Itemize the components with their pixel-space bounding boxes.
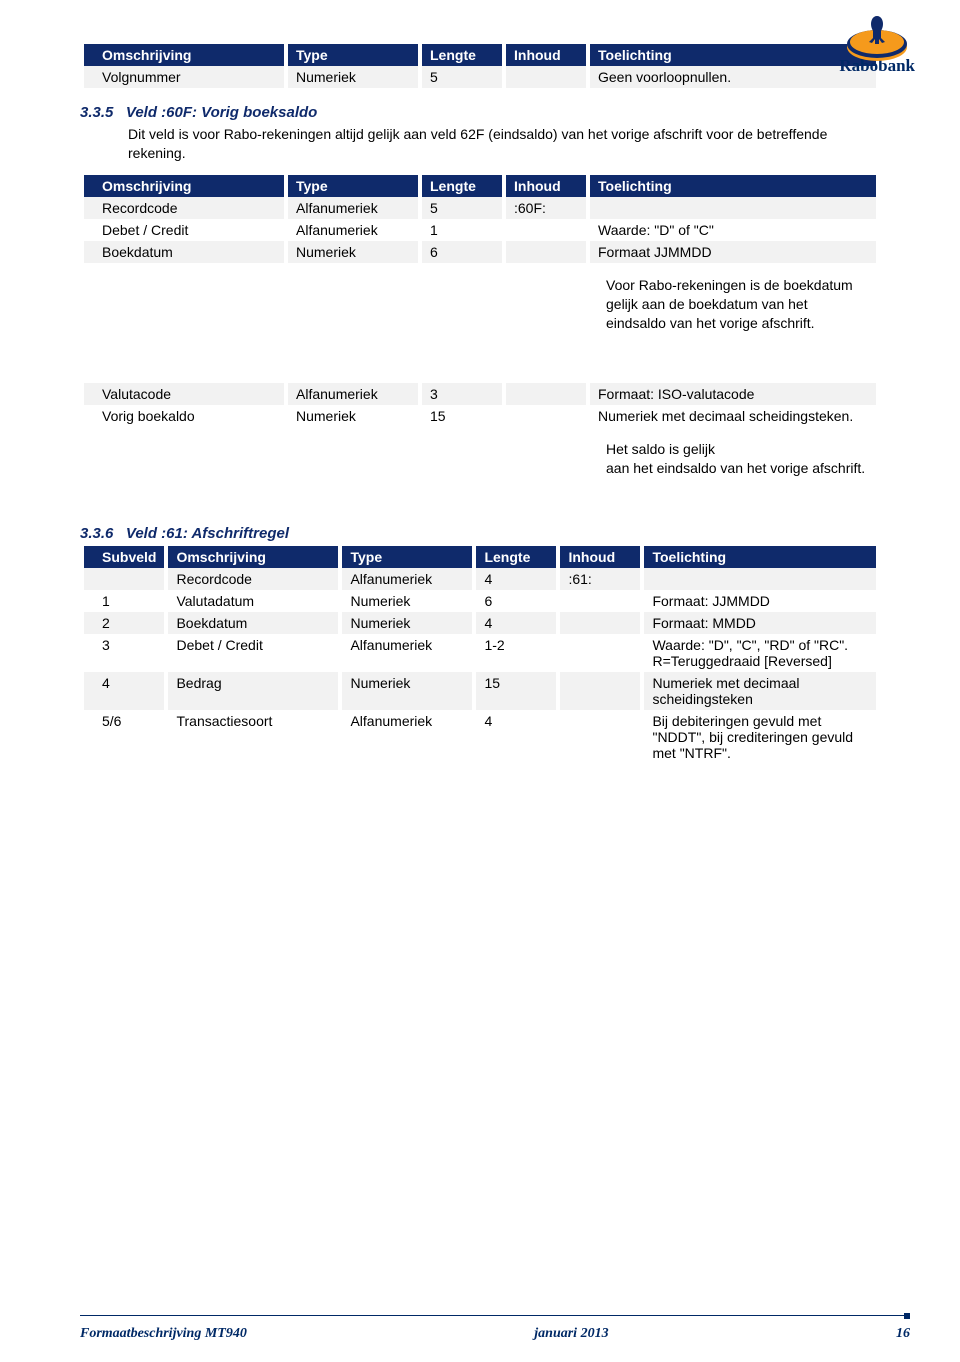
table-note-row: Voor Rabo-rekeningen is de boekdatum gel… bbox=[84, 263, 876, 364]
table-prev-volgnummer: Omschrijving Type Lengte Inhoud Toelicht… bbox=[80, 44, 880, 88]
table-row: Recordcode Alfanumeriek 5 :60F: bbox=[84, 197, 876, 219]
table-row: 5/6 Transactiesoort Alfanumeriek 4 Bij d… bbox=[84, 710, 876, 764]
table-row: Valutacode Alfanumeriek 3 Formaat: ISO-v… bbox=[84, 383, 876, 405]
table-row: 1 Valutadatum Numeriek 6 Formaat: JJMMDD bbox=[84, 590, 876, 612]
table-61: Subveld Omschrijving Type Lengte Inhoud … bbox=[80, 546, 880, 764]
table-row: Boekdatum Numeriek 6 Formaat JJMMDD bbox=[84, 241, 876, 263]
table-row: Debet / Credit Alfanumeriek 1 Waarde: "D… bbox=[84, 219, 876, 241]
note-60f-saldo: Het saldo is gelijk aan het eindsaldo va… bbox=[598, 440, 870, 478]
footer-page-number: 16 bbox=[896, 1326, 910, 1342]
table-note-row: Het saldo is gelijk aan het eindsaldo va… bbox=[84, 427, 876, 509]
section-335-heading: 3.3.5 Veld :60F: Vorig boeksaldo bbox=[80, 104, 880, 121]
th-omschrijving: Omschrijving bbox=[84, 44, 284, 66]
table-60f: Omschrijving Type Lengte Inhoud Toelicht… bbox=[80, 175, 880, 364]
footer-rule bbox=[80, 1315, 910, 1316]
table-row: 2 Boekdatum Numeriek 4 Formaat: MMDD bbox=[84, 612, 876, 634]
page-footer: Formaatbeschrijving MT940 januari 2013 1… bbox=[80, 1326, 910, 1342]
table-header-row: Omschrijving Type Lengte Inhoud Toelicht… bbox=[84, 175, 876, 197]
table-row: 4 Bedrag Numeriek 15 Numeriek met decima… bbox=[84, 672, 876, 710]
note-60f-boekdatum: Voor Rabo-rekeningen is de boekdatum gel… bbox=[598, 276, 870, 333]
th-lengte: Lengte bbox=[422, 44, 502, 66]
table-header-row: Subveld Omschrijving Type Lengte Inhoud … bbox=[84, 546, 876, 568]
table-row: Volgnummer Numeriek 5 Geen voorloopnulle… bbox=[84, 66, 876, 88]
table-60f-continued: Valutacode Alfanumeriek 3 Formaat: ISO-v… bbox=[80, 383, 880, 509]
footer-date: januari 2013 bbox=[534, 1326, 608, 1342]
table-row: 3 Debet / Credit Alfanumeriek 1-2 Waarde… bbox=[84, 634, 876, 672]
table-header-row: Omschrijving Type Lengte Inhoud Toelicht… bbox=[84, 44, 876, 66]
section-336-heading: 3.3.6 Veld :61: Afschriftregel bbox=[80, 525, 880, 542]
th-toelichting: Toelichting bbox=[590, 44, 876, 66]
brand-mark-icon bbox=[842, 12, 912, 60]
footer-doc-title: Formaatbeschrijving MT940 bbox=[80, 1326, 247, 1342]
table-row: Vorig boekaldo Numeriek 15 Numeriek met … bbox=[84, 405, 876, 427]
brand-logo: Rabobank bbox=[839, 12, 915, 76]
th-inhoud: Inhoud bbox=[506, 44, 586, 66]
section-335-body: Dit veld is voor Rabo-rekeningen altijd … bbox=[128, 125, 880, 163]
th-type: Type bbox=[288, 44, 418, 66]
table-row: Recordcode Alfanumeriek 4 :61: bbox=[84, 568, 876, 590]
